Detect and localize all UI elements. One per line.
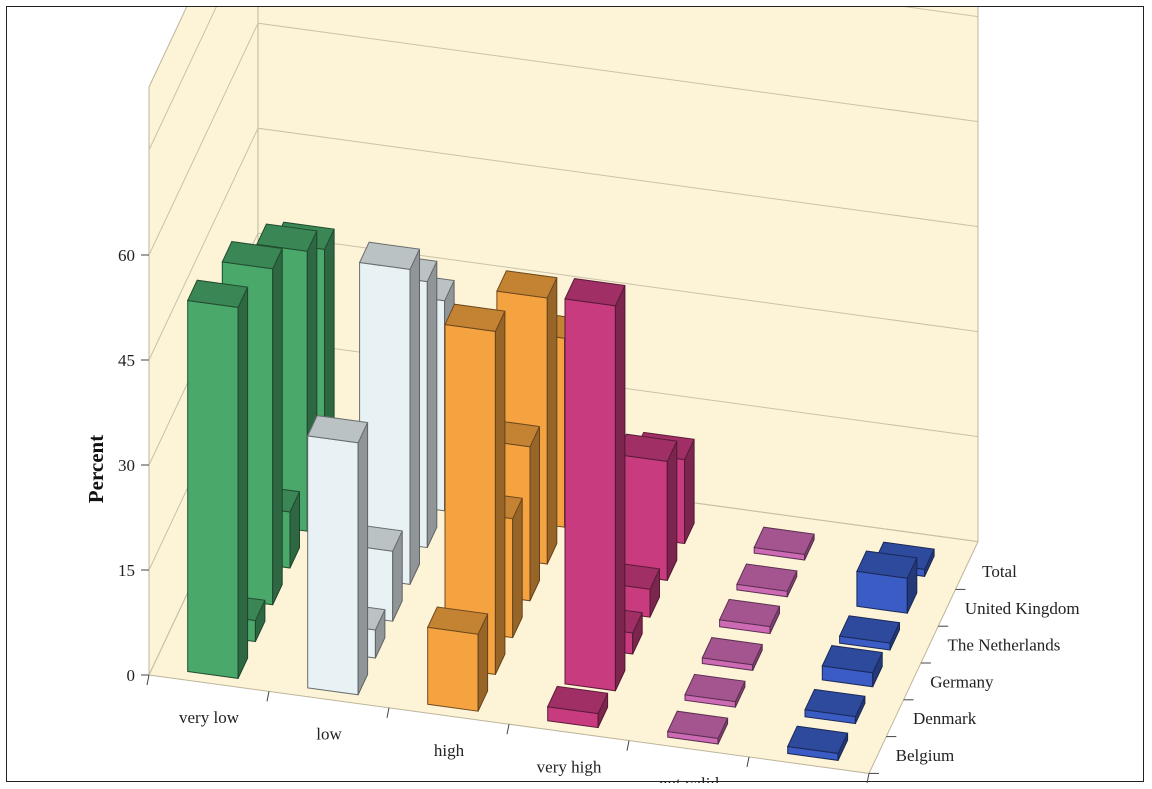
bar-top-face (838, 615, 901, 644)
grid-line (148, 22, 979, 256)
x-tick-label: high (434, 741, 465, 760)
bar-side-face (546, 277, 558, 565)
grid-line (148, 232, 979, 466)
bar (856, 550, 918, 614)
bar-front-face (307, 435, 359, 696)
x-tick (146, 674, 150, 686)
bar-top-face (736, 563, 798, 592)
bar-top-face (684, 673, 746, 703)
bar-side-face (426, 261, 438, 548)
y-tick-label: 0 (127, 666, 136, 685)
bar-top-face (718, 598, 781, 628)
chart-frame: 0 15 30 45 60 Percent very low low high very high… (6, 6, 1144, 783)
bar (684, 673, 746, 708)
bar (616, 433, 678, 581)
bar (666, 710, 729, 745)
bar (736, 563, 798, 598)
depth-tick-label: Denmark (913, 709, 977, 728)
bar-side-face (529, 426, 540, 602)
bar (821, 645, 883, 688)
bar-top-face (426, 606, 489, 635)
bar (786, 725, 849, 761)
bar (718, 598, 781, 635)
y-tick-label: 15 (118, 561, 135, 580)
bar (546, 685, 609, 729)
x-tick (626, 740, 630, 751)
bar-top-face (821, 645, 883, 674)
bar-side-face (357, 422, 369, 696)
bar-top-face (753, 526, 815, 555)
bar-top-face (221, 241, 283, 270)
bar-top-face (444, 303, 506, 332)
bar-top-face (358, 241, 421, 270)
depth-tick-label: Germany (930, 672, 994, 691)
bar (358, 241, 421, 585)
bar-top-face (666, 710, 729, 739)
bar (426, 606, 489, 712)
bar-top-face (564, 278, 626, 307)
bar (804, 688, 866, 725)
bars-group (186, 221, 935, 761)
bar (444, 303, 506, 675)
depth-tick-label: The Netherlands (948, 636, 1061, 655)
bar-side-face (409, 248, 420, 585)
y-axis-title: Percent (84, 435, 108, 503)
x-tick-label: not valid (659, 774, 719, 783)
x-tick (386, 707, 390, 718)
x-tick (266, 691, 270, 702)
bar-top-face (786, 725, 849, 754)
chart-svg: 0 15 30 45 60 Percent very low low high very high… (84, 7, 1080, 783)
bar-top-face (256, 223, 318, 252)
bar (306, 415, 369, 696)
bar (753, 526, 815, 561)
bar (564, 278, 626, 692)
bar-top-face (701, 637, 763, 666)
labels-group: 0 15 30 45 60 Percent very low low high very high… (84, 246, 1080, 783)
bar-front-face (187, 299, 239, 679)
x-tick (746, 756, 750, 768)
x-tick (866, 773, 870, 783)
bar-side-face (512, 498, 523, 638)
bar-top-face (546, 685, 609, 715)
bar-side-face (666, 440, 678, 581)
x-tick-label: low (316, 725, 342, 744)
x-tick (506, 724, 510, 735)
bar-side-face (237, 286, 249, 679)
bar-front-face (427, 626, 479, 712)
bar (701, 637, 763, 671)
grid-line (148, 7, 979, 151)
grid-line (148, 127, 979, 361)
y-tick-label: 30 (118, 456, 135, 475)
bar-side-face (494, 310, 506, 675)
depth-tick-label: Total (982, 562, 1017, 581)
bar-top-face (496, 270, 558, 299)
depth-tick-label: United Kingdom (965, 599, 1080, 618)
y-tick-label: 60 (118, 246, 135, 265)
bar (186, 279, 249, 679)
bar-top-face (186, 279, 249, 308)
bar-side-face (272, 248, 283, 606)
y-tick-label: 45 (118, 351, 135, 370)
depth-tick-label: Belgium (896, 746, 955, 765)
bar (838, 615, 901, 651)
bar-top-face (856, 550, 918, 579)
bar-side-face (614, 285, 626, 692)
bar-front-face (564, 298, 616, 692)
x-tick-label: very high (537, 757, 602, 776)
bar-top-face (804, 688, 866, 718)
bar-top-face (306, 415, 369, 444)
x-tick-label: very low (179, 708, 240, 727)
